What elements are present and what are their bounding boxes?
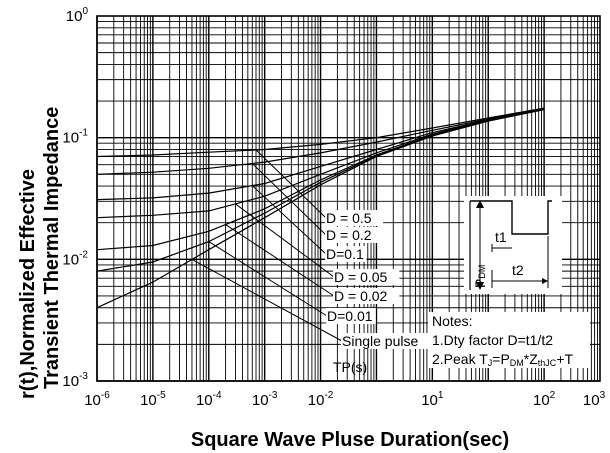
notes-title: Notes: xyxy=(432,313,472,329)
notes-box: Notes: 1.Dty factor D=t1/t2 2.Peak TJ=PD… xyxy=(428,312,590,368)
duty-label-1: D = 0.2 xyxy=(326,227,372,243)
x-tick-label-7: 103 xyxy=(583,390,606,409)
y-tick-label-0: 10-3 xyxy=(62,371,88,390)
series-line-2 xyxy=(96,108,545,201)
x-tick-label-6: 102 xyxy=(533,390,556,409)
duty-label-0: D = 0.5 xyxy=(326,210,372,226)
y-tick-label-1: 10-2 xyxy=(62,249,88,268)
note-2: 2.Peak TJ=PDM*ZthJC+T xyxy=(432,351,573,368)
series-line-6 xyxy=(96,109,545,309)
x-tick-label-3: 10-3 xyxy=(252,390,278,409)
leader-line-5 xyxy=(208,241,328,317)
leader-line-0 xyxy=(255,149,327,219)
x-tick-labels: 10-6 10-5 10-4 10-3 10-2 101 102 103 xyxy=(84,390,605,409)
inset-t2-label: t2 xyxy=(512,262,524,278)
leader-line-6 xyxy=(191,259,343,342)
leader-line-1 xyxy=(251,163,327,236)
y-axis-label-line1: r(t),Normalized Effective xyxy=(17,169,39,399)
series-line-0 xyxy=(96,107,545,158)
duty-label-5: D=0.01 xyxy=(327,308,373,324)
note-1: 1.Dty factor D=t1/t2 xyxy=(432,332,553,348)
duty-label-4: D = 0.02 xyxy=(334,288,388,304)
curve-group xyxy=(96,107,545,309)
duty-label-3: D = 0.05 xyxy=(334,269,388,285)
duty-label-bg-0 xyxy=(325,210,384,226)
inset-t1-label: t1 xyxy=(495,229,507,245)
pulse-inset: t1 t2 PDM xyxy=(464,196,562,294)
plot-frame xyxy=(96,15,601,382)
y-tick-label-2: 10-1 xyxy=(62,128,88,147)
x-axis-label: Square Wave Pluse Duration(sec) xyxy=(191,429,509,451)
x-tick-label-2: 10-4 xyxy=(196,390,222,409)
x-tick-label-4: 10-2 xyxy=(308,390,334,409)
x-tick-label-1: 10-5 xyxy=(140,390,166,409)
duty-label-bg-4 xyxy=(333,288,400,304)
inset-pdm-label: PDM xyxy=(472,265,488,288)
duty-label-bg-2 xyxy=(325,246,367,262)
y-axis-label-line2: Transient Thermal Impedance xyxy=(41,107,63,389)
y-tick-labels: 10-3 10-2 10-1 100 xyxy=(62,6,88,390)
leader-line-2 xyxy=(251,185,327,255)
series-line-1 xyxy=(96,107,545,175)
x-tick-label-5: 101 xyxy=(421,390,444,409)
x-tick-label-0: 10-6 xyxy=(84,390,110,409)
leader-line-3 xyxy=(235,203,335,278)
pulse-waveform xyxy=(470,200,552,235)
duty-label-bg-6 xyxy=(341,333,441,349)
duty-label-2: D=0.1 xyxy=(326,246,364,262)
tp-label: TP(s) xyxy=(333,359,367,375)
duty-cycle-labels: D = 0.5D = 0.2 D=0.1 D = 0.05 D = 0.02 D=0.0… xyxy=(325,210,441,349)
leader-lines xyxy=(191,149,343,342)
leader-line-4 xyxy=(225,224,335,297)
duty-label-bg-1 xyxy=(325,227,384,243)
duty-label-bg-3 xyxy=(333,269,400,285)
y-tick-label-3: 100 xyxy=(66,6,89,25)
duty-label-bg-5 xyxy=(326,308,376,324)
duty-label-6: Single pulse xyxy=(342,333,418,349)
